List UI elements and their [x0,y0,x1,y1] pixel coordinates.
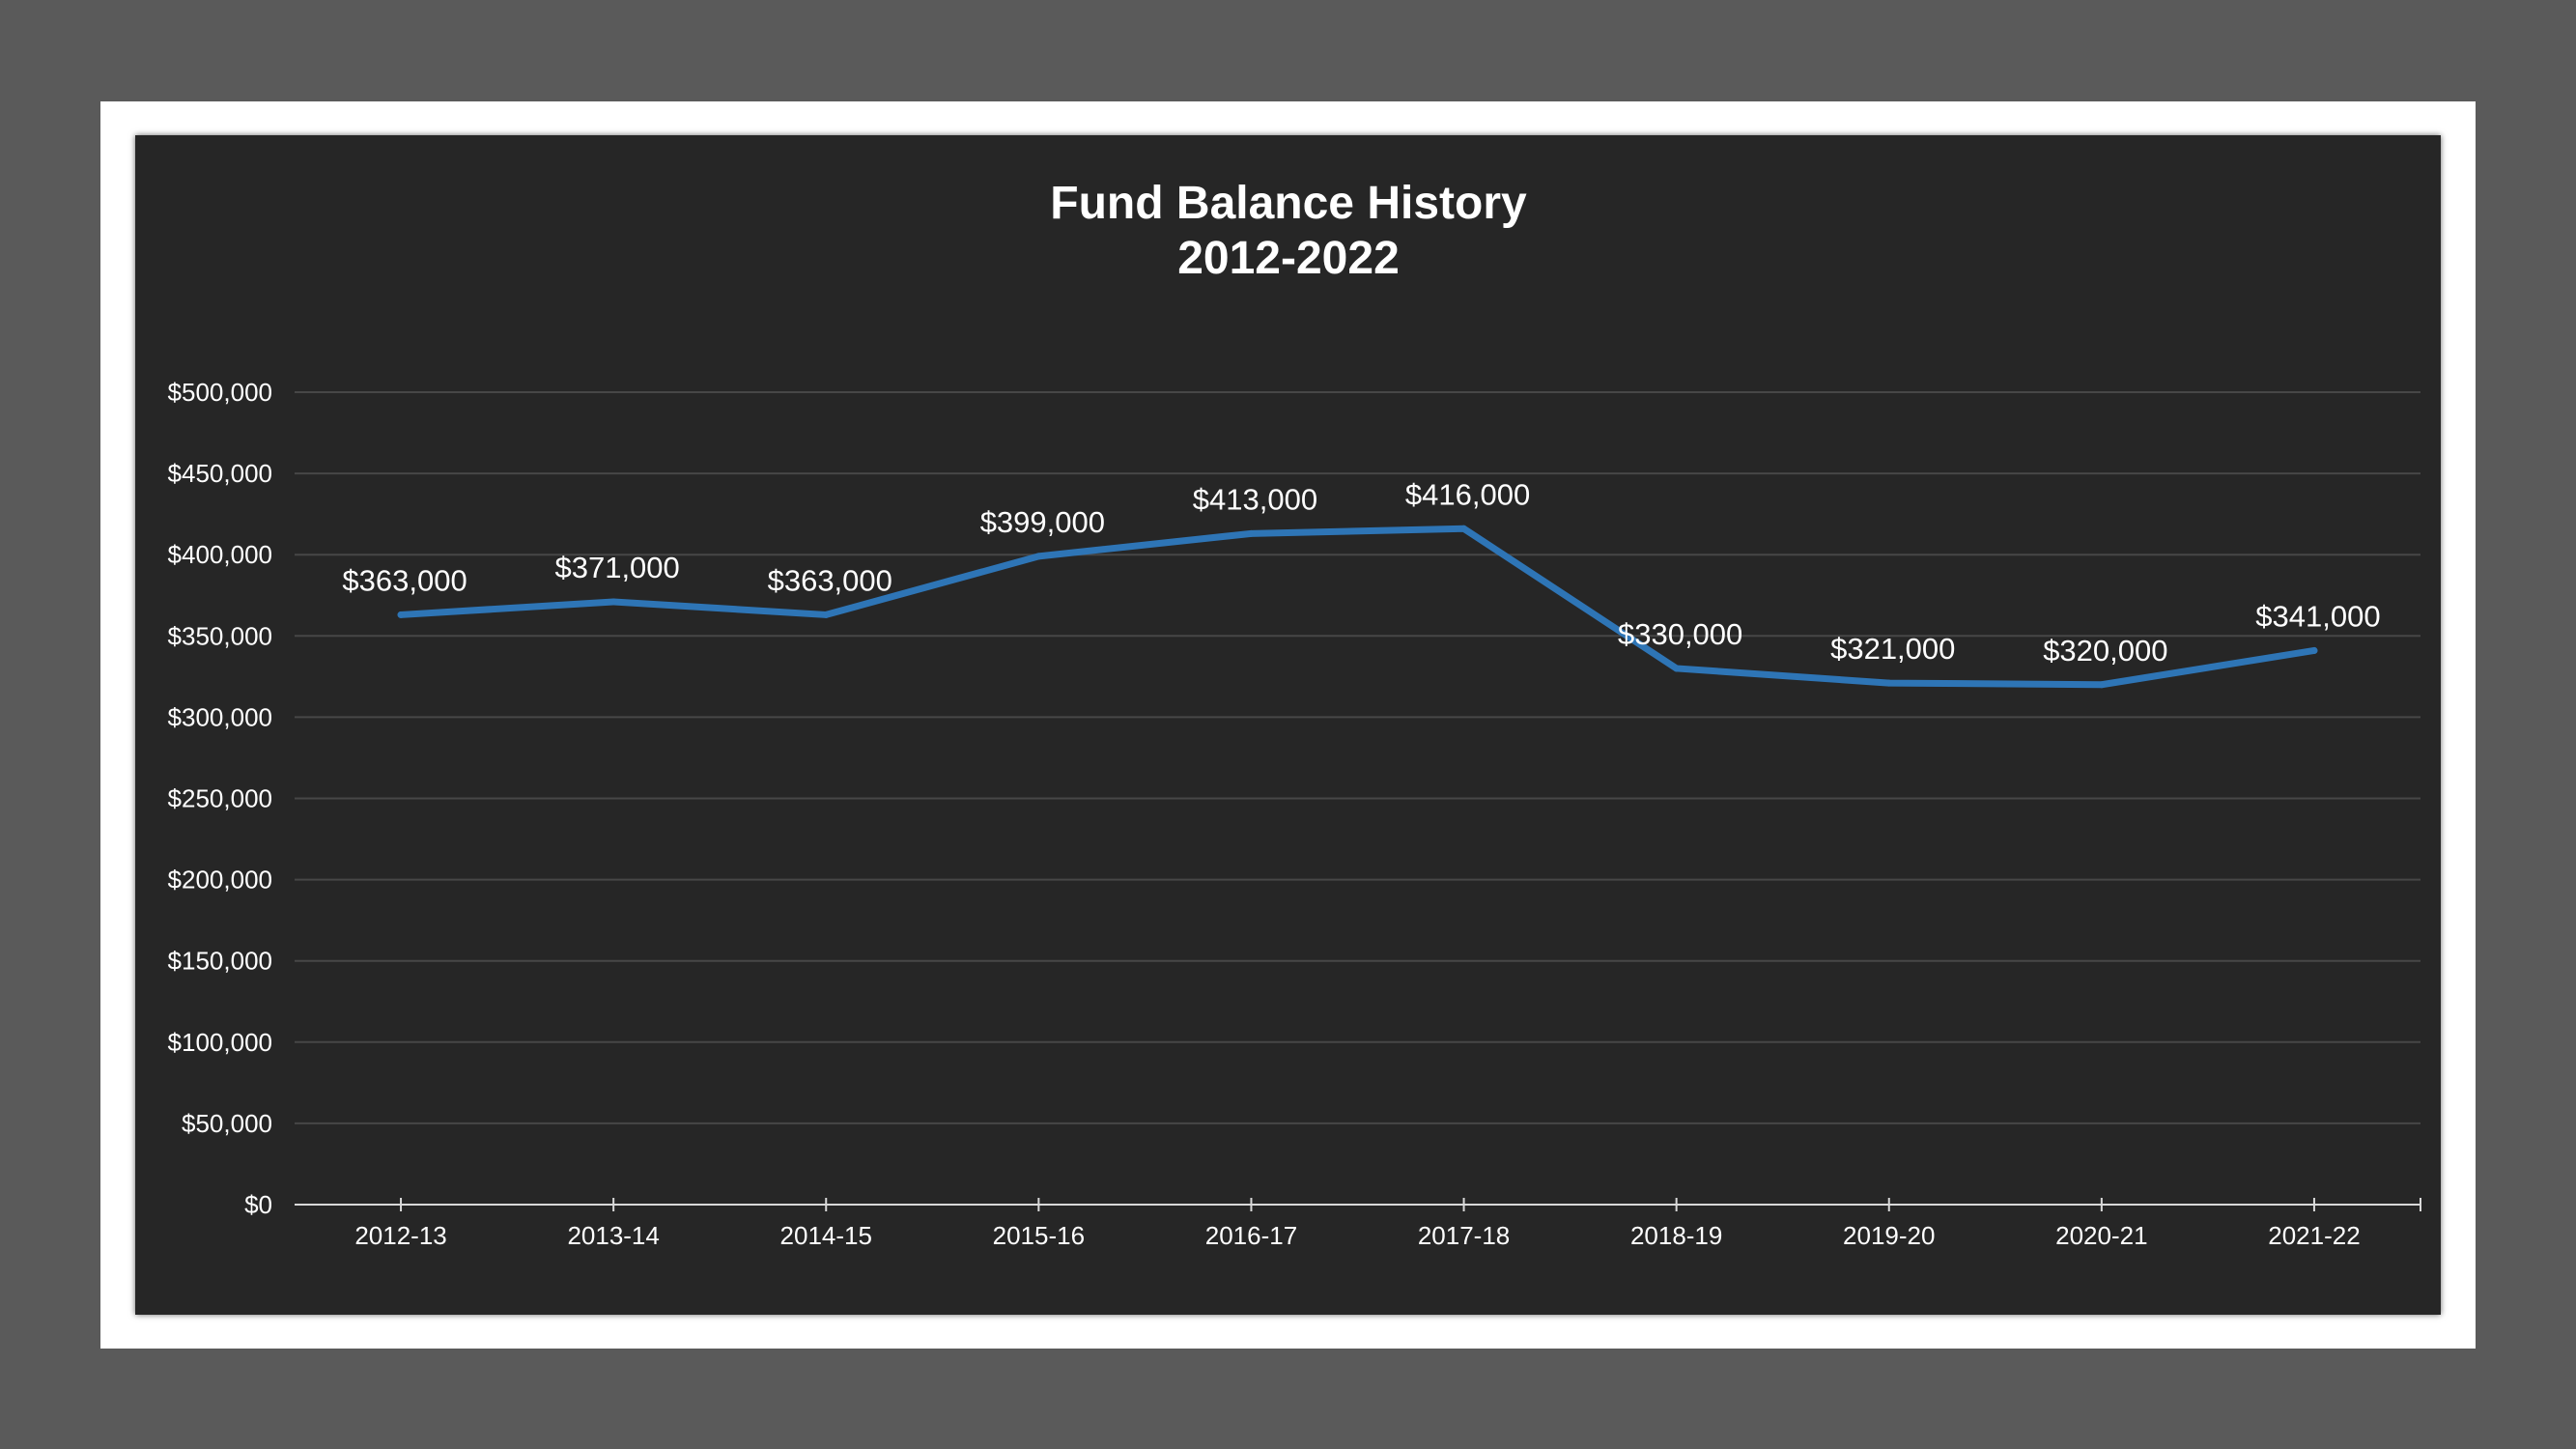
data-point [1673,665,1681,672]
chart-subtitle: 2012-2022 [1177,233,1400,284]
data-point [2098,681,2106,689]
y-tick-label: $150,000 [168,947,272,976]
data-label: $416,000 [1405,477,1530,511]
data-point [822,611,830,618]
data-label: $413,000 [1193,482,1317,516]
y-tick-label: $450,000 [168,459,272,488]
data-label: $341,000 [2255,599,2380,633]
data-point [1460,525,1468,532]
data-point [1885,679,1893,687]
y-tick-label: $400,000 [168,540,272,569]
x-tick-label: 2015-16 [993,1221,1085,1250]
y-tick-label: $350,000 [168,621,272,650]
chart-panel: Fund Balance History 2012-2022 $0 $50,000… [135,135,2441,1315]
data-point [397,611,405,618]
series-line [397,525,2318,689]
x-tick-label: 2019-20 [1843,1221,1935,1250]
y-tick-label: $250,000 [168,784,272,813]
data-label: $363,000 [342,563,467,597]
x-tick-label: 2014-15 [780,1221,872,1250]
data-label: $330,000 [1618,617,1742,651]
data-label: $321,000 [1830,632,1955,666]
axes: $0 $50,000 $100,000 $150,000 $200,000 $250,00… [168,378,2421,1250]
x-tick-label: 2013-14 [567,1221,659,1250]
x-tick-label: 2018-19 [1630,1221,1722,1250]
x-tick-label: 2016-17 [1205,1221,1297,1250]
x-tick-label: 2020-21 [2055,1221,2147,1250]
data-point [609,598,617,606]
chart-title: Fund Balance History [1050,178,1527,229]
data-label: $363,000 [768,563,892,597]
y-tick-label: $50,000 [182,1109,272,1138]
y-tick-label: $200,000 [168,866,272,895]
line-chart: Fund Balance History 2012-2022 $0 $50,000… [168,178,2421,1250]
data-point [2310,646,2318,654]
data-point [1247,529,1255,537]
gridlines [295,391,2420,1124]
x-tick-label: 2012-13 [354,1221,446,1250]
data-labels: $363,000 $371,000 $363,000 $399,000 $413,000… [342,477,2380,667]
data-point [1034,553,1042,560]
y-tick-label: $500,000 [168,378,272,407]
x-tick-label: 2017-18 [1418,1221,1510,1250]
data-label: $371,000 [554,551,679,584]
series [397,525,2318,689]
data-label: $399,000 [980,505,1105,539]
y-tick-label: $300,000 [168,702,272,731]
x-tick-label: 2021-22 [2268,1221,2360,1250]
y-tick-label: $100,000 [168,1028,272,1057]
y-tick-label: $0 [244,1190,272,1219]
slide-frame: Fund Balance History 2012-2022 $0 $50,000… [100,101,2476,1349]
data-label: $320,000 [2043,634,2167,668]
